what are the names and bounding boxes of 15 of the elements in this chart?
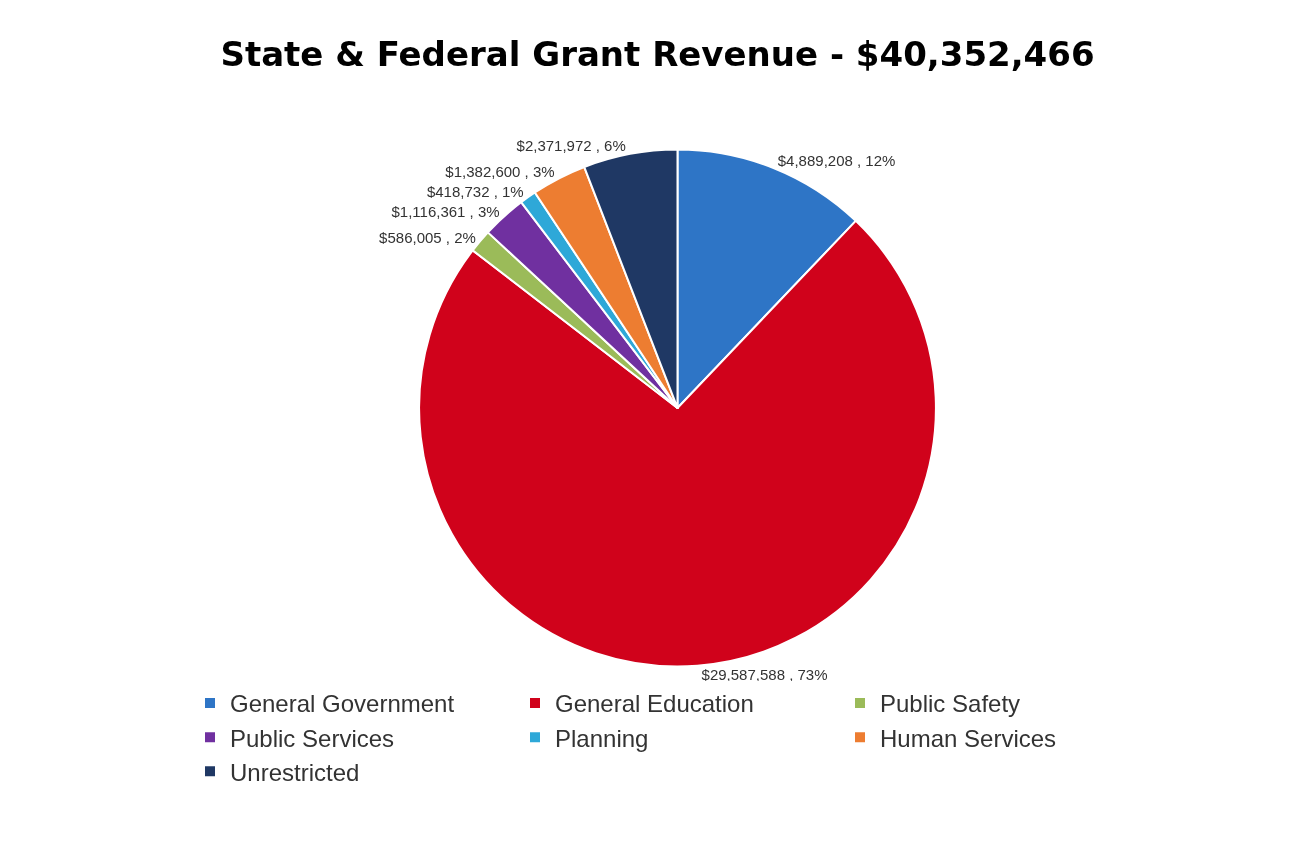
legend-label: Public Services <box>230 724 395 752</box>
data-label: $4,889,208 , 12% <box>777 152 896 170</box>
data-label: $29,587,588 , 73% <box>701 665 828 683</box>
legend-label: Unrestricted <box>230 758 360 786</box>
data-label: $586,005 , 2% <box>379 229 476 247</box>
data-label: $1,382,600 , 3% <box>445 163 555 181</box>
legend-label: Public Safety <box>880 690 1021 718</box>
legend-label: Human Services <box>880 724 1057 752</box>
data-label: $418,732 , 1% <box>426 183 524 201</box>
data-label: $1,116,361 , 3% <box>391 203 500 221</box>
legend-label: General Government <box>230 690 455 718</box>
chart-title: State & Federal Grant Revenue - $40,352,466 <box>220 34 1095 75</box>
data-label: $2,371,972 , 6% <box>516 137 626 155</box>
legend-label: Planning <box>555 724 649 752</box>
legend-label: General Education <box>555 690 754 718</box>
